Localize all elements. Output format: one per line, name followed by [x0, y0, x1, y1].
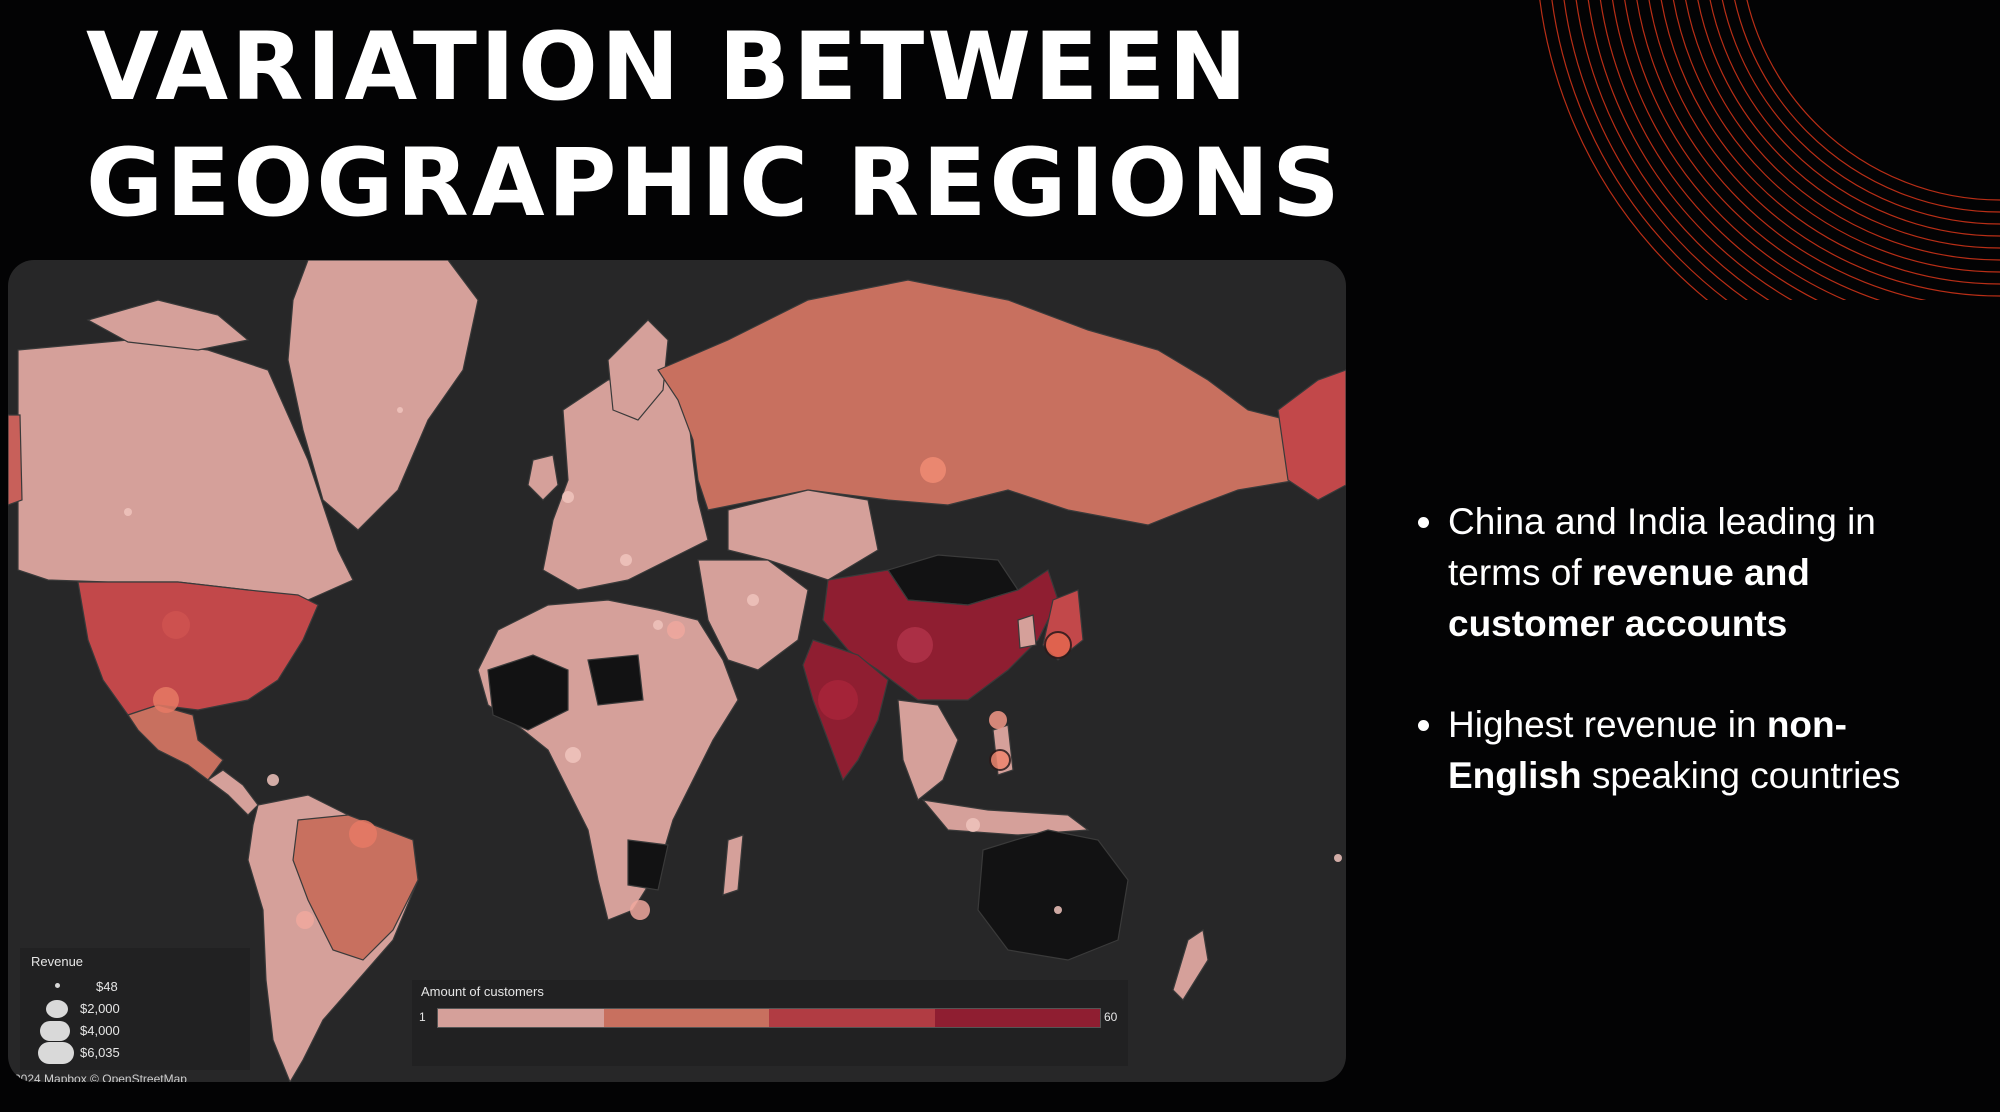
color-step-3	[769, 1009, 935, 1027]
region-greenland	[287, 260, 479, 531]
region-madagascar	[722, 834, 744, 896]
revenue-marker-indonesia	[966, 818, 980, 832]
revenue-legend-label: $4,000	[80, 1023, 120, 1038]
insight-bold: non-English	[1448, 704, 1847, 796]
revenue-marker-usa	[162, 611, 190, 639]
revenue-legend-label: $2,000	[80, 1001, 120, 1016]
customers-legend-max: 60	[1104, 1010, 1118, 1024]
customers-legend-min: 1	[419, 1010, 426, 1024]
region-africa-nodata-center	[587, 654, 644, 706]
region-central-asia	[727, 489, 879, 581]
revenue-marker-greenland	[397, 407, 403, 413]
revenue-marker-colombia	[267, 774, 279, 786]
region-usa	[77, 581, 319, 716]
region-arctic-islands	[86, 299, 250, 351]
color-step-1	[438, 1009, 604, 1027]
customers-color-bar	[437, 1008, 1101, 1028]
revenue-size-mark	[55, 983, 60, 988]
revenue-size-mark	[38, 1042, 74, 1064]
world-map[interactable]: Revenue $48 $2,000 $4,000 $6,035 Amount …	[8, 260, 1346, 1082]
revenue-marker-china	[897, 627, 933, 663]
revenue-marker-egypt	[653, 620, 663, 630]
revenue-legend-title: Revenue	[31, 954, 84, 969]
customers-legend: Amount of customers 1 60	[412, 980, 1128, 1066]
revenue-marker-japan	[1044, 631, 1072, 659]
revenue-marker-vietnam	[989, 749, 1011, 771]
color-step-4	[934, 1009, 1100, 1027]
revenue-legend-row: $4,000	[20, 1020, 250, 1042]
region-alaska	[8, 414, 23, 506]
revenue-size-mark	[40, 1021, 70, 1041]
insight-text: speaking countries	[1581, 755, 1901, 796]
revenue-markers	[124, 407, 1342, 929]
map-attribution[interactable]: 2024 Mapbox © OpenStreetMap	[14, 1072, 187, 1082]
region-mexico	[127, 704, 224, 781]
revenue-marker-iran	[747, 594, 759, 606]
insight-item: China and India leading in terms of reve…	[1412, 496, 1972, 649]
region-australia	[977, 829, 1129, 961]
revenue-marker-germany	[620, 554, 632, 566]
region-middle-east	[697, 559, 809, 671]
title-line-1: VARIATION BETWEEN	[86, 13, 1251, 122]
region-africa	[477, 599, 739, 921]
region-brazil	[292, 814, 419, 961]
region-africa-nodata-south	[627, 839, 669, 891]
revenue-marker-canada	[124, 508, 132, 516]
map-canvas[interactable]	[8, 260, 1346, 1082]
region-indonesia	[921, 799, 1090, 836]
region-korea	[1017, 614, 1037, 649]
revenue-legend: Revenue $48 $2,000 $4,000 $6,035	[20, 948, 250, 1070]
revenue-marker-brazil	[349, 820, 377, 848]
revenue-marker-russia	[920, 457, 946, 483]
region-east-russia	[1277, 369, 1346, 501]
slide-title: VARIATION BETWEEN GEOGRAPHIC REGIONS	[86, 10, 1386, 242]
revenue-marker-india	[818, 680, 858, 720]
revenue-marker-philippines	[989, 711, 1007, 729]
region-russia	[657, 279, 1346, 526]
region-africa-nodata-west	[487, 654, 569, 731]
revenue-marker-australia	[1054, 906, 1062, 914]
revenue-marker-south-africa	[630, 900, 650, 920]
revenue-legend-label: $48	[96, 979, 118, 994]
title-line-2: GEOGRAPHIC REGIONS	[86, 129, 1343, 238]
revenue-marker-new-zealand	[1334, 854, 1342, 862]
region-uk	[527, 454, 559, 501]
customers-legend-title: Amount of customers	[421, 984, 544, 999]
revenue-size-mark	[46, 1000, 68, 1018]
revenue-legend-row: $48	[20, 976, 250, 998]
revenue-marker-argentina	[296, 911, 314, 929]
region-central-america	[206, 769, 259, 816]
insights-list: China and India leading in terms of reve…	[1412, 496, 1972, 851]
revenue-legend-row: $2,000	[20, 998, 250, 1020]
region-se-asia	[897, 699, 959, 801]
revenue-marker-nigeria	[565, 747, 581, 763]
insight-text: China and India leading in terms of	[1448, 501, 1876, 593]
revenue-marker-uk	[562, 491, 574, 503]
revenue-marker-mexico	[153, 687, 179, 713]
decorative-arcs	[1539, 0, 2000, 300]
region-scandinavia	[607, 319, 669, 421]
revenue-legend-label: $6,035	[80, 1045, 120, 1060]
insight-item: Highest revenue in non-English speaking …	[1412, 699, 1972, 801]
revenue-legend-row: $6,035	[20, 1042, 250, 1064]
region-new-zealand	[1172, 928, 1209, 1001]
region-canada	[17, 339, 354, 601]
insight-text: Highest revenue in	[1448, 704, 1767, 745]
insight-bold: revenue and customer accounts	[1448, 552, 1810, 644]
color-step-2	[603, 1009, 769, 1027]
revenue-marker-turkey	[667, 621, 685, 639]
